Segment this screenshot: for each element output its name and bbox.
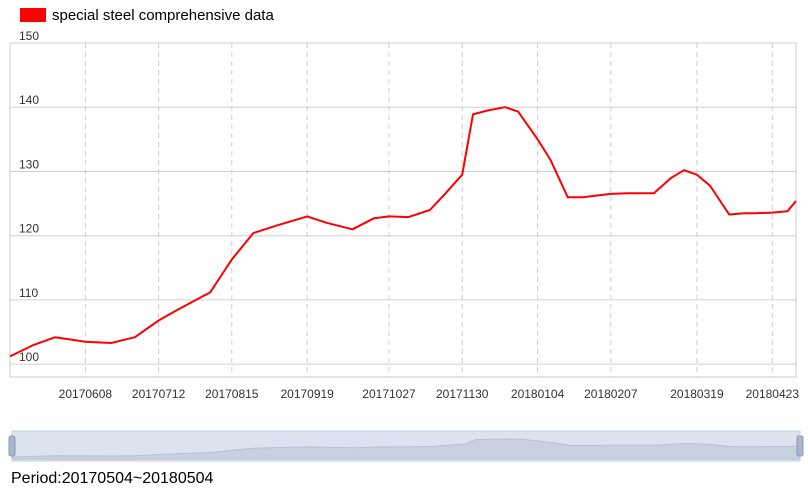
y-tick-label: 130 (19, 157, 39, 171)
x-tick-label: 20180207 (584, 387, 638, 401)
data-zoom-slider[interactable] (8, 430, 804, 462)
x-tick-label: 20180319 (670, 387, 724, 401)
legend-swatch (20, 8, 46, 22)
legend: special steel comprehensive data (20, 5, 274, 25)
x-tick-label: 20170919 (280, 387, 334, 401)
y-tick-label: 150 (19, 29, 39, 43)
zoom-handle-left[interactable] (8, 435, 16, 457)
legend-label: special steel comprehensive data (52, 6, 274, 24)
x-tick-label: 20180423 (746, 387, 800, 401)
x-tick-label: 20170712 (132, 387, 186, 401)
y-axis-ticks: 100 110 120 130 140 150 (19, 29, 39, 364)
x-tick-label: 20171027 (362, 387, 416, 401)
y-tick-label: 110 (19, 286, 38, 300)
x-tick-label: 20180104 (511, 387, 565, 401)
horizontal-gridlines (10, 42, 796, 365)
plot-area (9, 42, 797, 378)
vertical-gridlines (84, 43, 773, 377)
zoom-preview-area (11, 438, 801, 460)
y-tick-label: 100 (19, 350, 39, 364)
period-label: Period:20170504~20180504 (11, 470, 214, 487)
x-axis-ticks: 20170608 20170712 20170815 20170919 20171027… (59, 387, 800, 401)
x-tick-label: 20171130 (436, 387, 489, 401)
series-line (9, 106, 797, 358)
y-tick-label: 140 (19, 93, 39, 107)
zoom-handle-right[interactable] (796, 435, 804, 457)
y-tick-label: 120 (19, 222, 39, 236)
x-tick-label: 20170608 (59, 387, 113, 401)
x-tick-label: 20170815 (205, 387, 259, 401)
